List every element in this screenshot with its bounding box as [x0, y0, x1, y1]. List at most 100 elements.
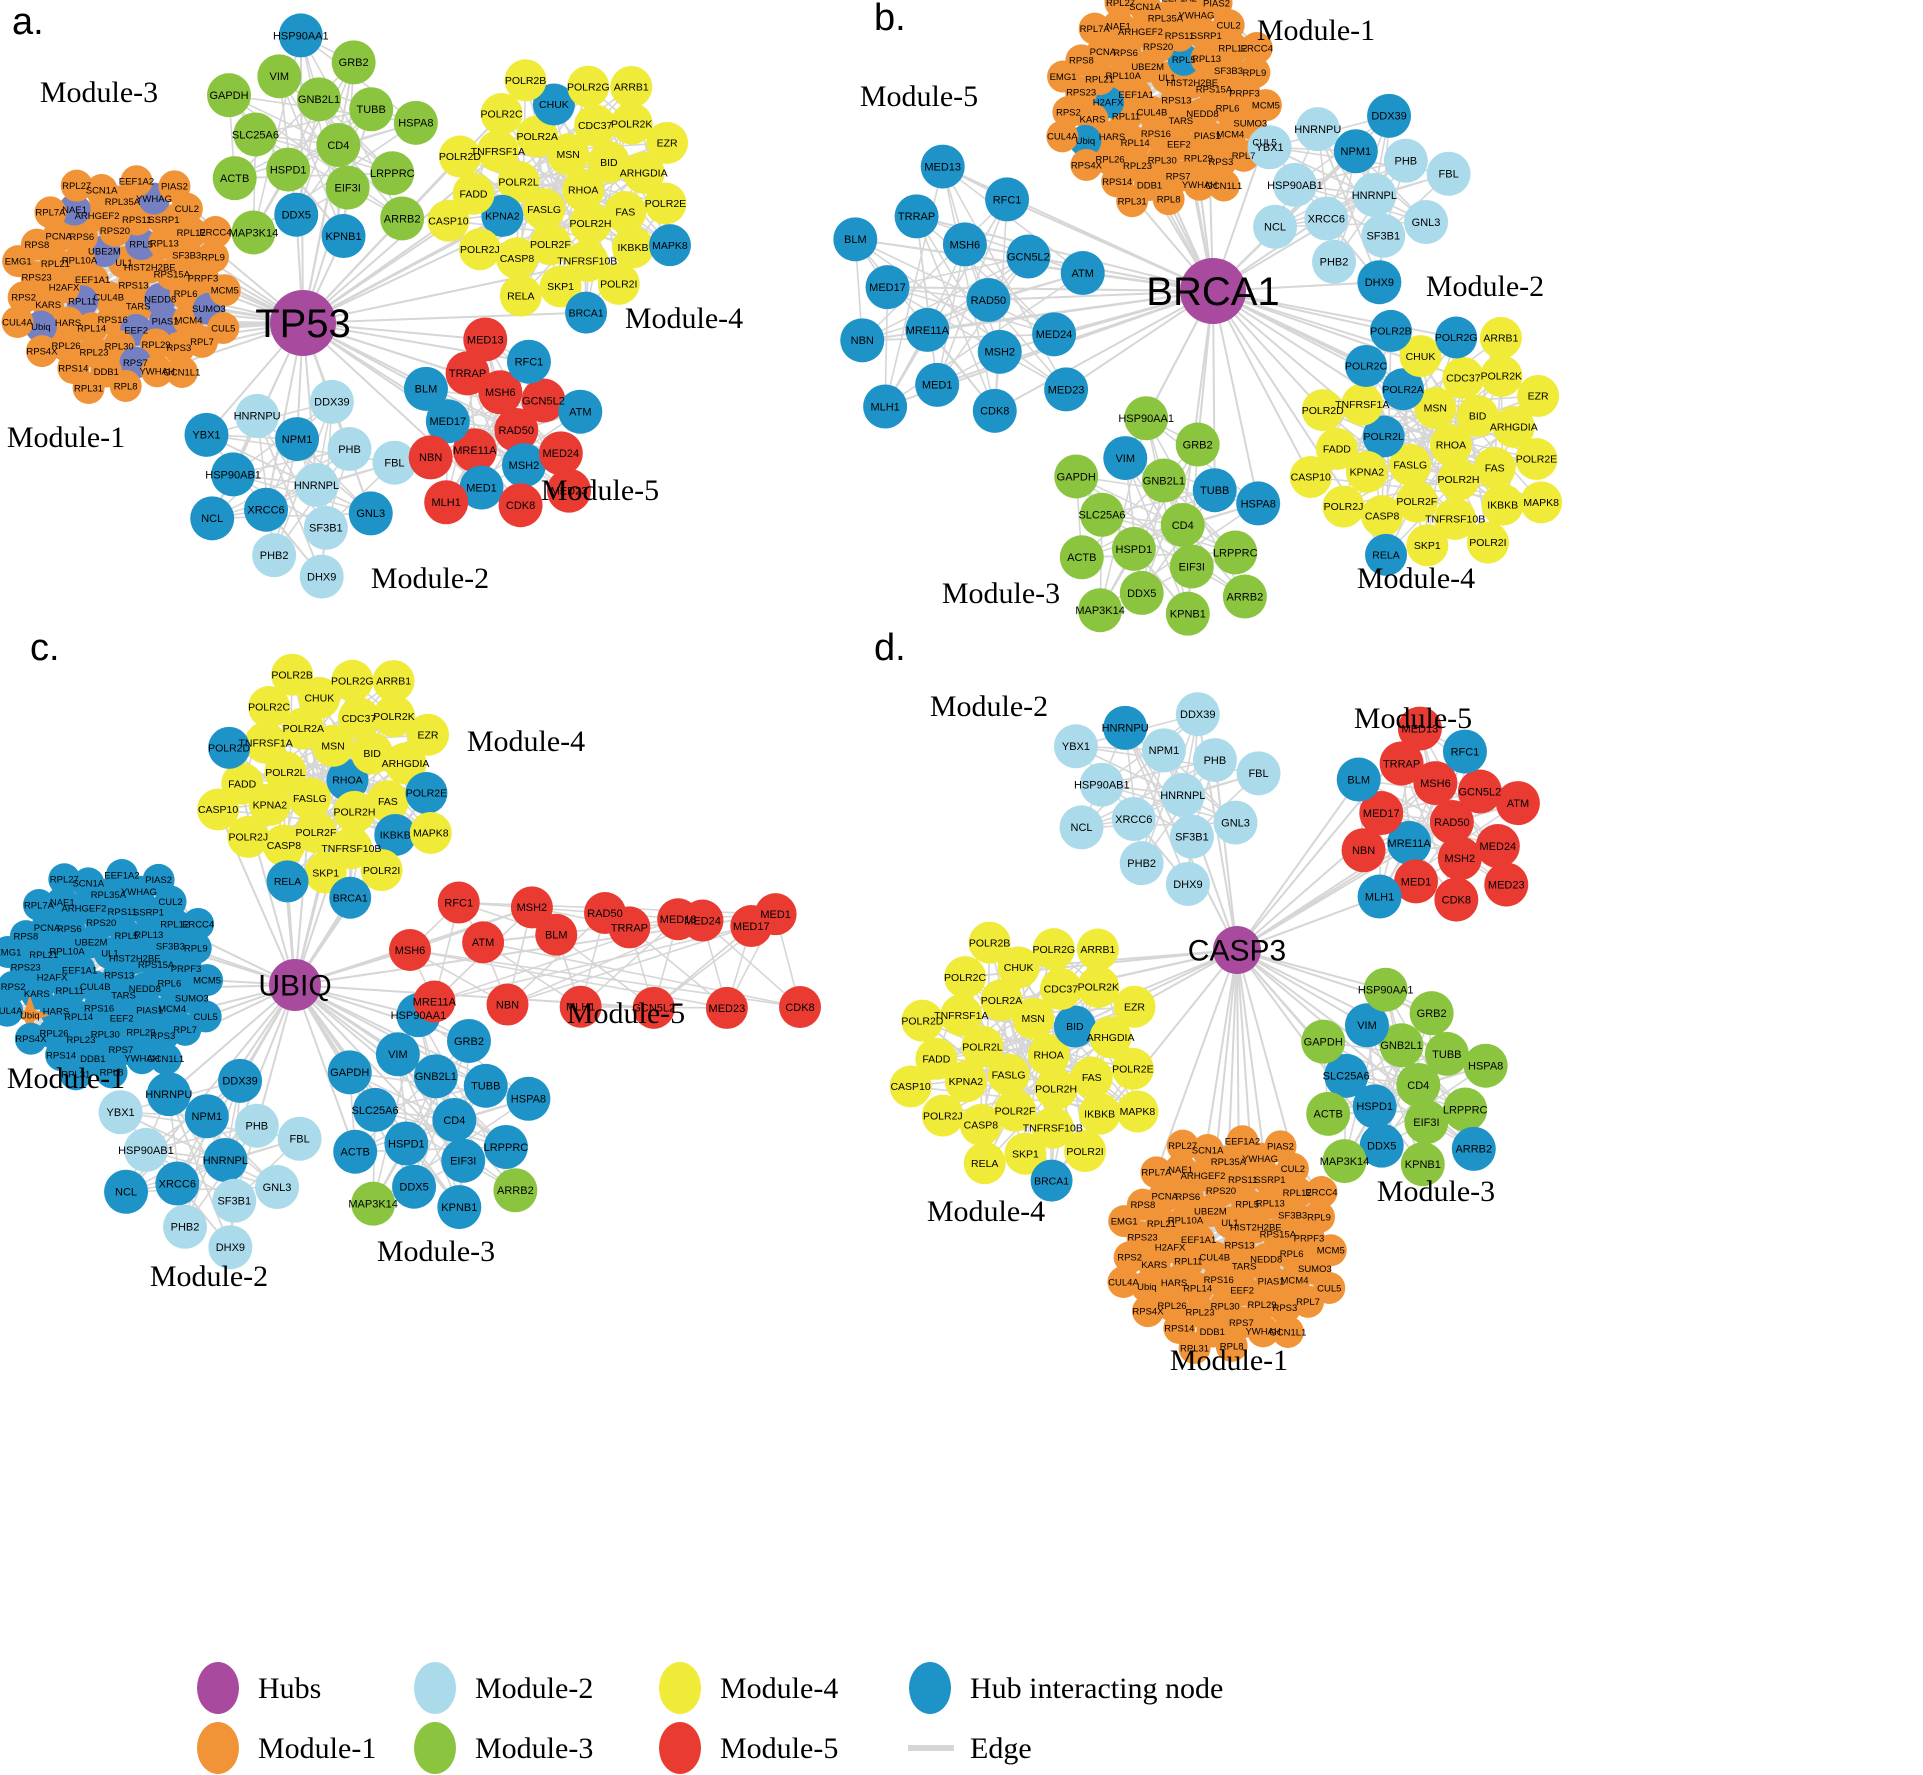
node-label-c-RFC1: RFC1	[444, 897, 473, 909]
node-label-a-EEF2: EEF2	[124, 325, 148, 336]
hub-edge	[294, 984, 357, 1153]
node-label-c-DDX5: DDX5	[399, 1182, 428, 1194]
node-label-b-MED24: MED24	[1036, 329, 1073, 341]
node-c-ERCC4	[182, 907, 215, 940]
node-label-c-MED17: MED17	[733, 921, 770, 933]
node-b-GRB2	[1175, 422, 1220, 467]
node-c-RPL9	[179, 931, 212, 964]
node-label-a-RELA: RELA	[507, 290, 534, 302]
node-b-RPS2	[1052, 96, 1085, 129]
node-b-SKP1	[1406, 524, 1449, 567]
node-label-b-TARS: TARS	[1169, 116, 1194, 127]
legend-swatch-Hubs	[197, 1662, 239, 1714]
node-label-c-HNRNPL: HNRNPL	[203, 1155, 248, 1167]
node-c-HSPA8	[506, 1076, 551, 1121]
node-a-NAE1	[58, 193, 91, 226]
node-b-GAPDH	[1054, 454, 1099, 499]
node-c-TNFRSF1A	[244, 721, 287, 764]
node-label-b-GAPDH: GAPDH	[1057, 471, 1096, 483]
edge	[1124, 457, 1189, 614]
node-label-b-MAPK8: MAPK8	[1523, 497, 1559, 509]
node-label-a-ARHGDIA: ARHGDIA	[620, 167, 668, 179]
node-label-d-RPS6: RPS6	[1175, 1192, 1200, 1203]
node-b-XRCC6	[1304, 196, 1349, 241]
node-label-a-ATM: ATM	[569, 407, 591, 419]
node-label-b-EZR: EZR	[1528, 391, 1549, 403]
node-label-c-CUL5: CUL5	[194, 1012, 218, 1023]
node-label-c-POLR2D: POLR2D	[208, 742, 250, 754]
node-label-b-DDB1: DDB1	[1137, 180, 1162, 191]
node-c-POLR2H	[333, 790, 376, 833]
node-c-RELA	[266, 860, 309, 903]
node-a-RPL5	[125, 228, 158, 261]
node-label-b-SCN1A: SCN1A	[1129, 2, 1161, 13]
node-label-c-SCN1A: SCN1A	[72, 879, 104, 890]
node-b-ARRB2	[1222, 574, 1267, 619]
node-label-b-LRPPRC: LRPPRC	[1213, 547, 1258, 559]
node-c-ARRB2	[493, 1168, 538, 1213]
node-label-a-RPS8: RPS8	[24, 240, 49, 251]
node-label-d-ACTB: ACTB	[1314, 1109, 1343, 1121]
node-label-a-PHB: PHB	[338, 444, 361, 456]
node-b-ERCC4	[1240, 31, 1273, 64]
legend: Hubs Module-1 Module-2 Module-3 Module-4 Modu…	[197, 1662, 1223, 1774]
node-label-c-RPL29: RPL29	[126, 1028, 155, 1039]
node-a-GNB2L1	[297, 77, 342, 122]
node-a-YWHAH	[141, 355, 174, 388]
node-label-d-CD4: CD4	[1407, 1080, 1429, 1092]
node-b-CDK8	[972, 388, 1017, 433]
legend-item-Hubs: Hubs	[197, 1662, 321, 1714]
node-label-a-RPS3: RPS3	[166, 343, 191, 354]
node-c-NBN	[486, 983, 529, 1026]
node-label-d-EZR: EZR	[1124, 1001, 1145, 1013]
node-label-d-BRCA1: BRCA1	[1034, 1175, 1069, 1187]
node-label-a-CASP10: CASP10	[428, 215, 468, 227]
node-c-VIM	[375, 1032, 420, 1077]
edge	[256, 415, 323, 577]
node-label-b-RPS15A: RPS15A	[1196, 85, 1233, 96]
node-label-b-PCNA: PCNA	[1090, 47, 1117, 58]
node-c-LRPPRC	[483, 1124, 528, 1169]
node-b-DHX9	[1357, 260, 1402, 305]
node-label-a-RFC1: RFC1	[515, 357, 544, 369]
node-b-MED13	[920, 144, 965, 189]
node-label-a-GNL3: GNL3	[356, 508, 385, 520]
node-label-a-CUL4A: CUL4A	[2, 317, 33, 328]
node-label-d-CDK8: CDK8	[1442, 894, 1471, 906]
node-label-d-MLH1: MLH1	[1365, 891, 1394, 903]
module-label-b-Module-3: Module-3	[942, 577, 1060, 610]
node-label-a-GRB2: GRB2	[339, 57, 369, 69]
legend-item-Module-3: Module-3	[414, 1722, 593, 1774]
node-c-CDK8	[779, 985, 821, 1028]
node-label-a-RPS14: RPS14	[58, 363, 88, 374]
node-label-b-CUL5: CUL5	[1252, 138, 1276, 149]
node-b-FADD	[1315, 427, 1358, 470]
node-label-c-TNFRSF1A: TNFRSF1A	[238, 737, 292, 749]
edge	[1081, 821, 1236, 829]
node-label-c-RHOA: RHOA	[332, 775, 362, 787]
node-a-GRB2	[331, 40, 376, 85]
edge	[862, 333, 1055, 342]
node-label-b-MSN: MSN	[1424, 403, 1447, 415]
node-label-a-RPL26: RPL26	[52, 341, 81, 352]
hub-node-TP53	[270, 290, 336, 356]
node-label-b-ARRB2: ARRB2	[1227, 591, 1264, 603]
node-b-CUL4A	[1046, 120, 1079, 153]
node-label-a-IKBKB: IKBKB	[618, 242, 649, 254]
node-label-c-POLR2I: POLR2I	[363, 865, 400, 877]
node-label-b-RPS3: RPS3	[1208, 157, 1233, 168]
node-label-a-POLR2B: POLR2B	[505, 75, 546, 87]
node-c-HNRNPU	[146, 1072, 191, 1117]
node-label-b-HIST2H2BE: HIST2H2BE	[1166, 78, 1218, 89]
node-label-c-CD4: CD4	[443, 1115, 465, 1127]
node-label-a-HSP90AB1: HSP90AB1	[205, 469, 261, 481]
node-label-b-HSP90AB1: HSP90AB1	[1267, 180, 1323, 192]
node-c-POLR2K	[373, 695, 416, 738]
node-label-d-MED17: MED17	[1363, 808, 1400, 820]
node-c-POLR2B	[271, 653, 314, 696]
node-label-a-ERCC4: ERCC4	[199, 227, 231, 238]
node-a-POLR2F	[529, 223, 572, 266]
node-label-b-FADD: FADD	[1323, 444, 1351, 456]
node-a-RPL9	[196, 240, 229, 273]
node-label-a-EIF3I: EIF3I	[334, 182, 360, 194]
